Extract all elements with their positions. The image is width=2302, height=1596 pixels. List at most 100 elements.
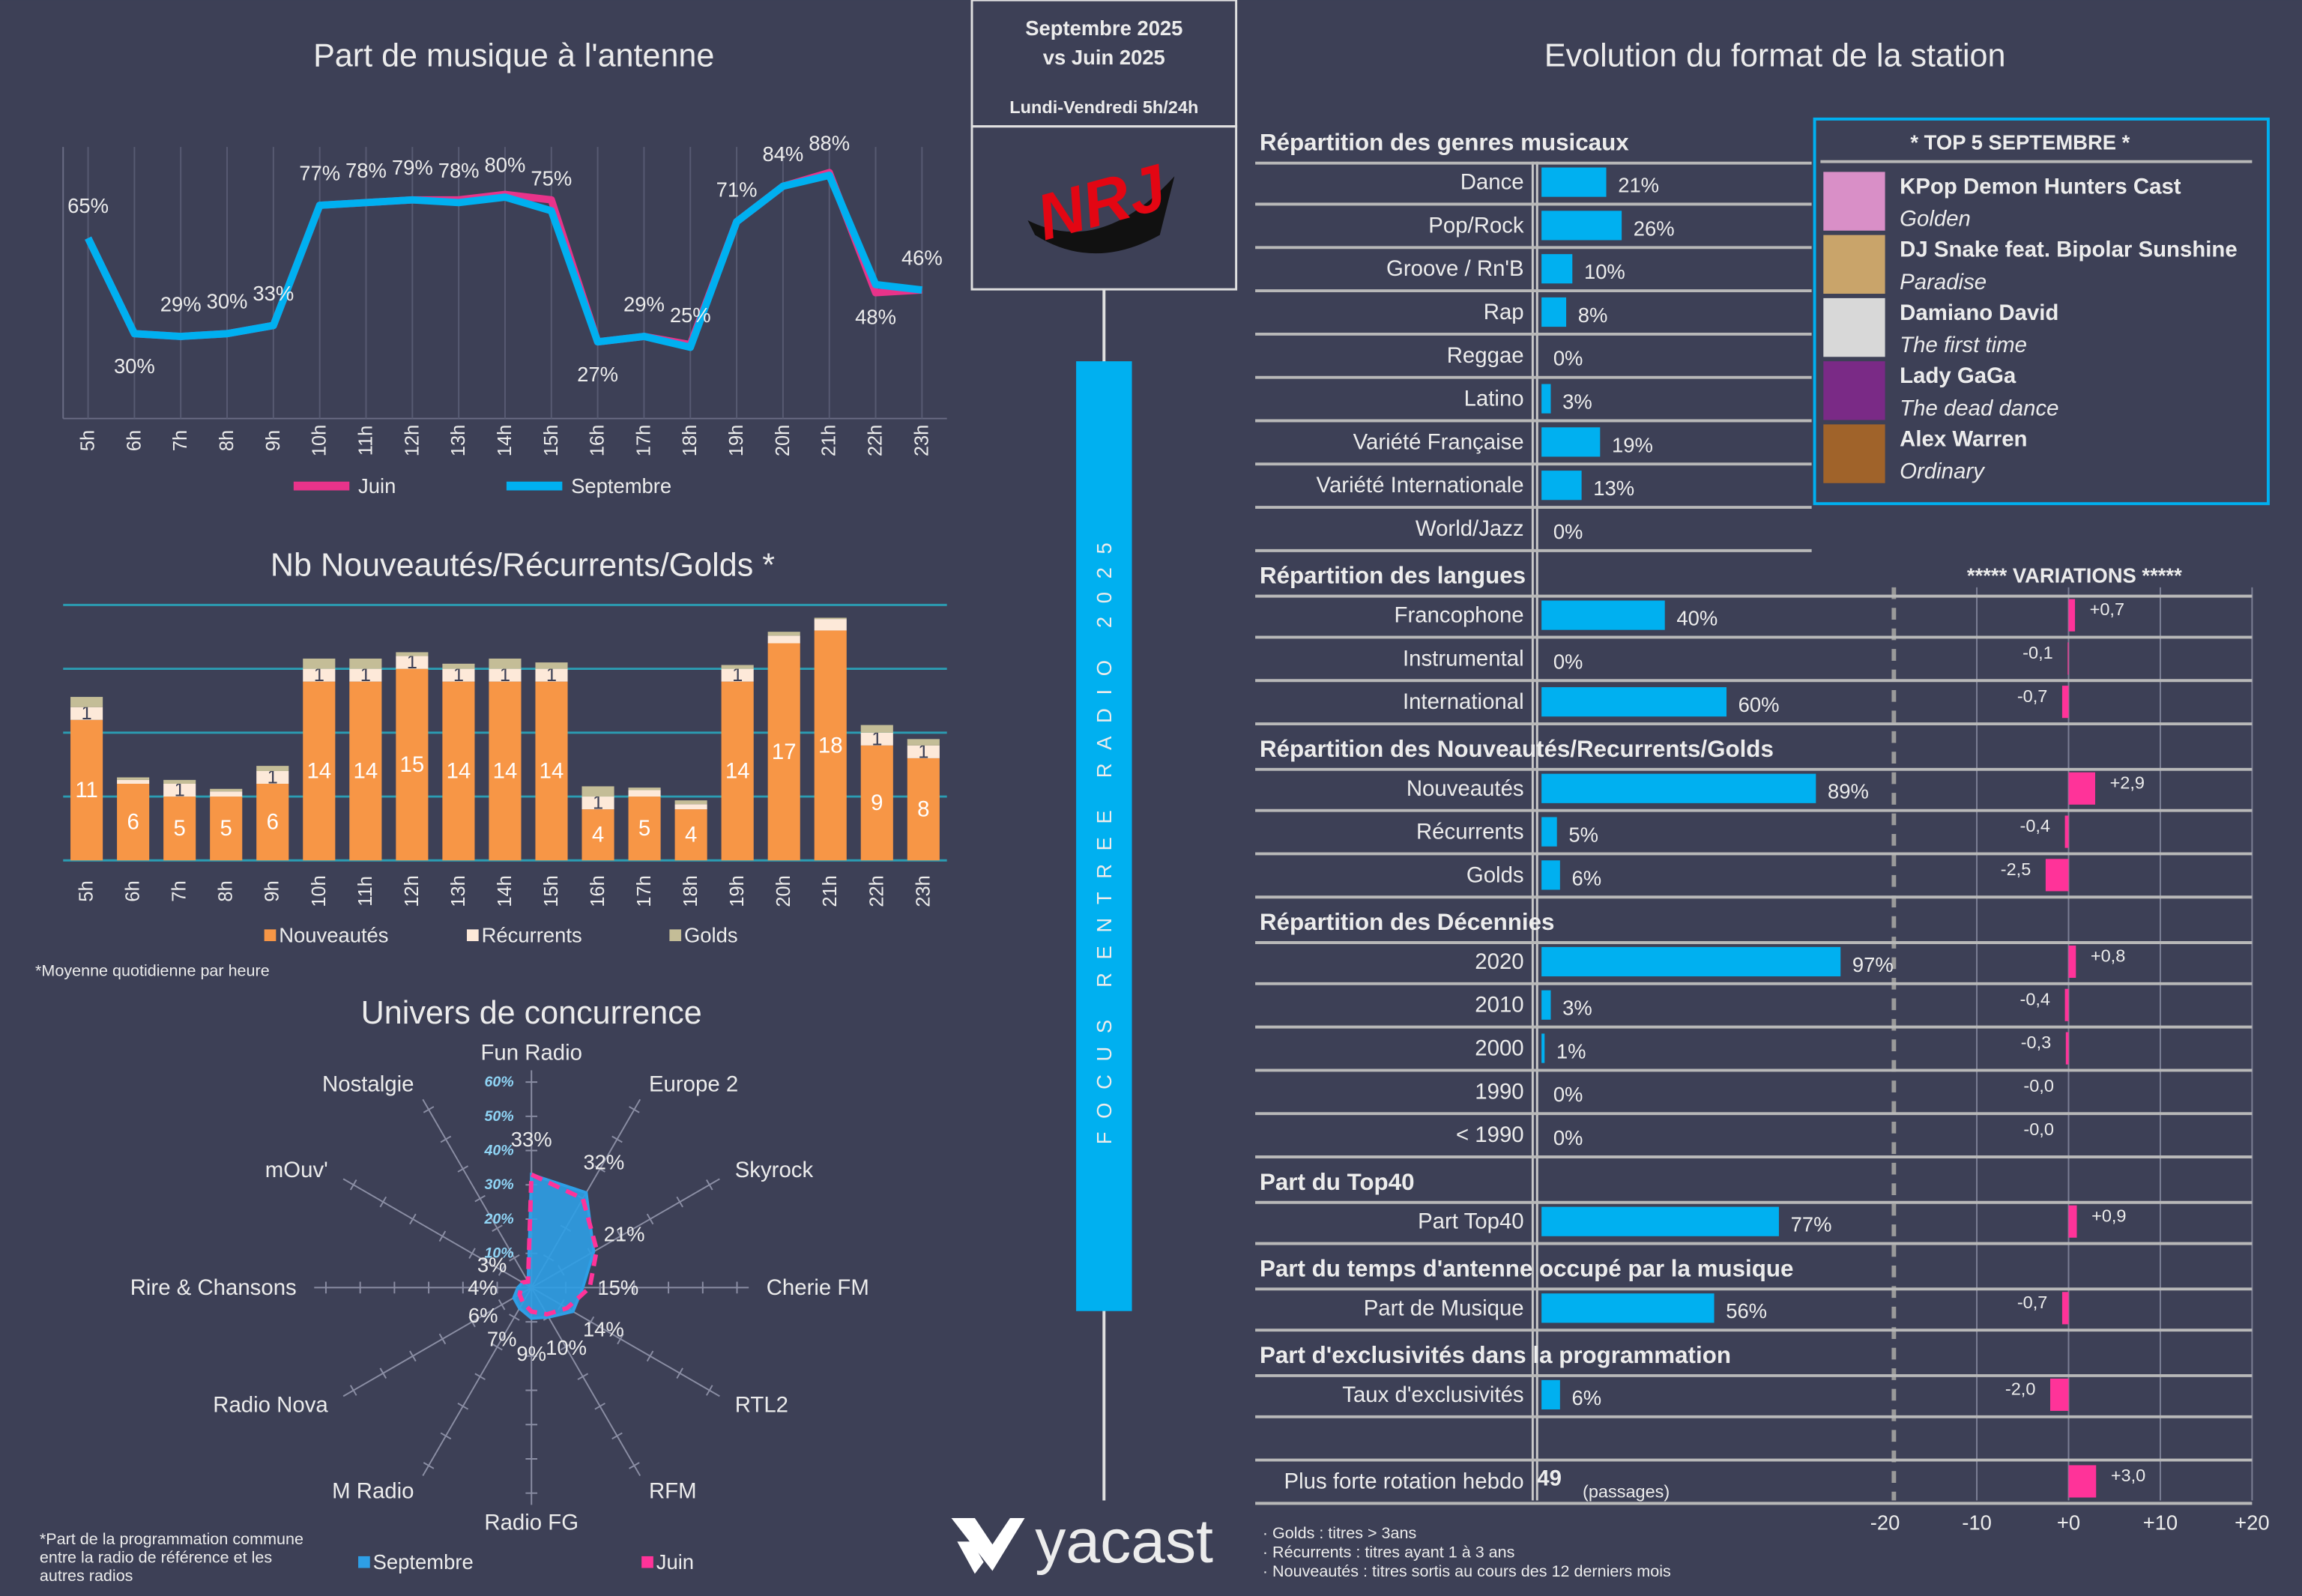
data-label: 3% [1562,997,1592,1020]
data-label: 9% [516,1342,546,1365]
bar-segment [117,779,150,784]
tick-mark [468,1316,476,1328]
data-label: 9 [871,791,883,815]
axis-label: RTL2 [735,1393,788,1418]
variation-bar [2068,1465,2097,1498]
bar-segment [396,652,429,656]
legend-label: Golds [684,924,738,947]
tick-mark [438,1333,447,1345]
top5-box [1813,117,2270,506]
variation-label: +3,0 [2111,1466,2145,1485]
data-label: 48% [855,305,896,328]
spoke [342,1178,532,1289]
axis-label: Radio Nova [213,1393,328,1418]
x-tick-label: 16h [587,875,608,907]
x-tick-label: +20 [2235,1511,2270,1534]
row-label: Part Top40 [1418,1209,1524,1234]
axis-label: Rire & Chansons [130,1275,297,1300]
variation-bar [2068,945,2076,978]
x-tick-label: -20 [1870,1511,1900,1534]
row-label: 1990 [1475,1079,1523,1104]
row-label: Taux d'exclusivités [1342,1382,1523,1407]
bar-segment [163,783,196,797]
x-tick-label: 7h [169,880,190,901]
bar-segment [442,663,475,669]
data-label: 8% [1578,303,1608,327]
data-label: 1 [175,780,185,801]
tick-mark [705,1179,713,1191]
row-label: < 1990 [1456,1122,1524,1147]
tick-mark [705,1385,713,1396]
tick-mark [617,1230,624,1242]
data-label: 84% [762,142,803,166]
tick-mark [577,1373,589,1380]
bar [1541,946,1841,977]
song-title: Ordinary [1900,459,1986,484]
bar-segment [349,668,382,682]
brand: yacast [1035,1508,1213,1576]
x-tick-label: 5h [76,880,97,901]
bar-segment [860,745,893,861]
data-label: 5 [174,816,186,841]
line-series [85,172,922,351]
bar [1541,773,1816,803]
x-tick-label: 15h [541,875,562,907]
bar [1541,687,1726,717]
legend-swatch [264,929,277,942]
bar-segment [535,668,568,682]
variation-label: +0,7 [2090,599,2124,619]
variation-label: +2,9 [2110,773,2145,792]
variation-label: -0,1 [2022,643,2053,662]
chart-title: Nb Nouveautés/Récurrents/Golds * [271,547,775,583]
bar-segment [396,656,429,669]
bar-segment [721,665,754,669]
x-tick-label: 9h [262,880,283,901]
bar-segment [721,681,754,861]
x-tick-label: 9h [263,430,284,451]
bar [1541,600,1665,630]
data-label: 1 [268,767,278,788]
x-tick-label: 10h [309,875,330,907]
bar [1541,1293,1715,1323]
daypart: Lundi-Vendredi 5h/24h [1009,97,1198,117]
spoke [342,1287,532,1397]
data-label: 46% [901,246,943,269]
unit-label: (passages) [1583,1482,1670,1502]
tick-mark [594,1402,605,1410]
data-label: 0% [1553,520,1583,543]
data-label: 0% [1553,1126,1583,1149]
data-label: 79% [392,156,433,179]
data-label: 30% [207,290,248,313]
data-label: 27% [577,363,618,386]
variation-label: -0,0 [2023,1076,2054,1095]
tick-mark [646,1350,654,1362]
x-tick-label: 19h [727,875,748,907]
tick-mark [379,1367,387,1379]
data-label: 5 [638,816,650,841]
data-label: 10% [546,1336,587,1359]
variation-label: -0,3 [2021,1033,2052,1052]
tick-mark [440,1432,452,1440]
section-title: Répartition des Décennies [1260,909,1554,935]
row-label: 2020 [1475,949,1523,974]
x-tick-label: 20h [773,425,794,456]
legend-label: Juin [358,474,396,498]
bar-segment [814,617,847,620]
artist: Alex Warren [1900,426,2027,451]
bar-segment [767,632,800,636]
section-title: Répartition des genres musicaux [1260,130,1629,156]
cover-art [1823,172,1885,231]
data-label: 77% [1791,1213,1832,1236]
data-label: 80% [485,154,526,177]
data-label: 5 [220,816,232,841]
chart-note: *Moyenne quotidienne par heure [35,961,270,980]
artist: KPop Demon Hunters Cast [1900,175,2181,199]
tick-mark [498,1265,506,1276]
data-label: 40% [1676,607,1718,630]
tick-mark [560,1343,572,1351]
tick-mark [629,1106,640,1113]
bar-segment [303,658,336,669]
axis-label: Skyrock [735,1158,814,1182]
data-label: 1 [593,793,603,814]
